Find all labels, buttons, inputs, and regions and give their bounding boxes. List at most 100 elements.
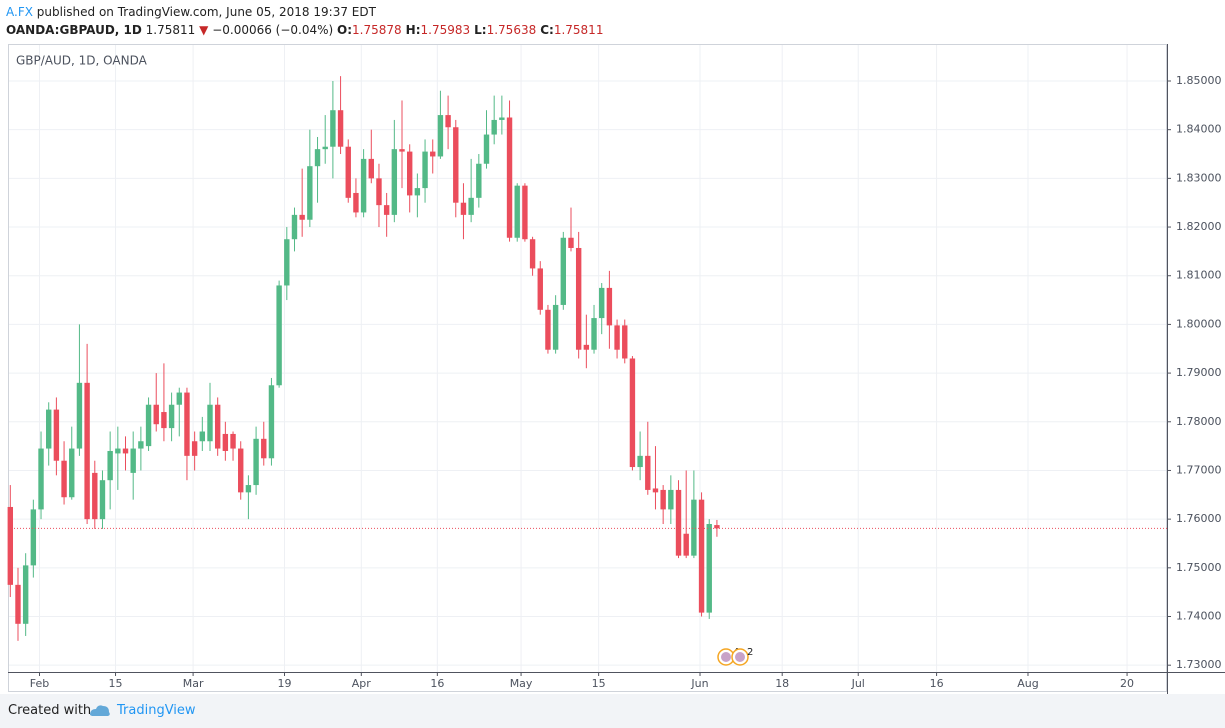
ohlc: O:1.75878 H:1.75983 L:1.75638 C:1.75811 xyxy=(337,23,607,37)
footer-prefix: Created with xyxy=(8,703,92,718)
candle-body xyxy=(30,509,37,566)
candle-body xyxy=(130,448,136,473)
plot-frame xyxy=(8,44,1167,692)
candle-body xyxy=(284,239,290,286)
candle-body xyxy=(230,433,236,449)
candle-body xyxy=(376,178,382,206)
x-tick-label: 15 xyxy=(592,677,606,690)
candle-body xyxy=(15,584,21,624)
candle-body xyxy=(568,237,574,248)
x-tick-label: 20 xyxy=(1120,677,1134,690)
candle-body xyxy=(360,158,367,213)
candle-body xyxy=(207,404,213,442)
y-tick-label: 1.83000 xyxy=(1176,171,1222,184)
candle-body xyxy=(322,146,328,150)
candle-body xyxy=(675,489,682,556)
candle-body xyxy=(591,318,597,350)
x-tick-label: Jul xyxy=(851,677,865,690)
candle-body xyxy=(422,151,428,189)
x-tick-label: 19 xyxy=(278,677,292,690)
x-tick-label: 16 xyxy=(930,677,944,690)
candle-body xyxy=(583,344,590,350)
y-tick-label: 1.84000 xyxy=(1176,123,1222,136)
candle-body xyxy=(514,185,520,238)
ohlc-label: H: xyxy=(405,23,421,37)
candle-body xyxy=(99,480,106,520)
y-tick-label: 1.73000 xyxy=(1176,658,1222,671)
candle-body xyxy=(698,499,705,613)
event-icon[interactable]: 2 xyxy=(731,647,753,666)
candle-body xyxy=(691,499,697,556)
candle-body xyxy=(291,214,298,240)
x-tick-label: May xyxy=(510,677,533,690)
ohlc-value: 1.75878 xyxy=(352,23,402,37)
candle-body xyxy=(76,382,83,449)
header: A.FX published on TradingView.com, June … xyxy=(6,3,607,39)
candle-body xyxy=(337,110,344,147)
candle-body xyxy=(499,117,505,120)
ohlc-value: 1.75983 xyxy=(420,23,471,37)
ohlc-label: O: xyxy=(337,23,353,37)
y-tick-label: 1.77000 xyxy=(1176,463,1222,476)
candle-body xyxy=(399,149,405,152)
candle-body xyxy=(214,404,221,449)
candle-body xyxy=(414,188,421,196)
y-tick-label: 1.78000 xyxy=(1176,415,1222,428)
ohlc-value: 1.75638 xyxy=(486,23,537,37)
chart-title: GBP/AUD, 1D, OANDA xyxy=(16,54,148,68)
x-tick-label: 16 xyxy=(430,677,444,690)
candle-body xyxy=(560,237,567,305)
candle-body xyxy=(276,285,282,386)
candle-body xyxy=(53,409,60,461)
candle-body xyxy=(199,431,206,442)
candle-body xyxy=(460,202,467,215)
candle-body xyxy=(622,325,628,359)
x-tick-label: 15 xyxy=(109,677,123,690)
candle-body xyxy=(184,392,190,456)
candle-body xyxy=(599,287,605,319)
candle-body xyxy=(637,455,643,468)
candle-body xyxy=(314,149,321,167)
candle-body xyxy=(107,450,113,481)
candle-body xyxy=(491,119,497,135)
candle-body xyxy=(614,325,620,350)
candle-body xyxy=(537,268,543,310)
candle-body xyxy=(575,247,582,350)
candle-body xyxy=(238,448,244,493)
candle-body xyxy=(606,287,613,326)
candle-body xyxy=(84,382,90,520)
footer-brand[interactable]: TradingView xyxy=(117,703,196,718)
symbol: OANDA:GBPAUD, 1D xyxy=(6,23,142,37)
candle-body xyxy=(468,197,474,215)
x-tick-label: Aug xyxy=(1017,677,1038,690)
published: published on TradingView.com, June 05, 2… xyxy=(36,5,376,19)
candle-body xyxy=(552,304,559,350)
candle-body xyxy=(138,441,144,449)
last: 1.75811 xyxy=(145,23,196,37)
publish-line: A.FX published on TradingView.com, June … xyxy=(6,3,607,21)
candle-body xyxy=(391,149,398,215)
candle-body xyxy=(245,485,252,493)
candle-body xyxy=(545,309,551,350)
y-tick-label: 1.82000 xyxy=(1176,220,1222,233)
y-tick-label: 1.79000 xyxy=(1176,366,1222,379)
candle-body xyxy=(153,404,159,425)
candle-body xyxy=(307,166,313,220)
candle-body xyxy=(522,185,528,240)
candle-body xyxy=(176,392,182,405)
candle-body xyxy=(161,412,167,429)
candle-body xyxy=(69,448,75,498)
publisher[interactable]: A.FX xyxy=(6,5,33,19)
y-tick-label: 1.80000 xyxy=(1176,317,1222,330)
event-flag xyxy=(721,652,731,662)
y-tick-label: 1.75000 xyxy=(1176,561,1222,574)
direction: ▼ xyxy=(199,23,209,37)
x-tick-label: 18 xyxy=(775,677,789,690)
candle-body xyxy=(353,192,359,213)
candle-body xyxy=(406,151,413,196)
candle-body xyxy=(668,489,674,510)
candle-body xyxy=(629,358,636,468)
grid xyxy=(8,44,1167,672)
candle-body xyxy=(645,455,651,490)
candle-body xyxy=(299,214,305,220)
